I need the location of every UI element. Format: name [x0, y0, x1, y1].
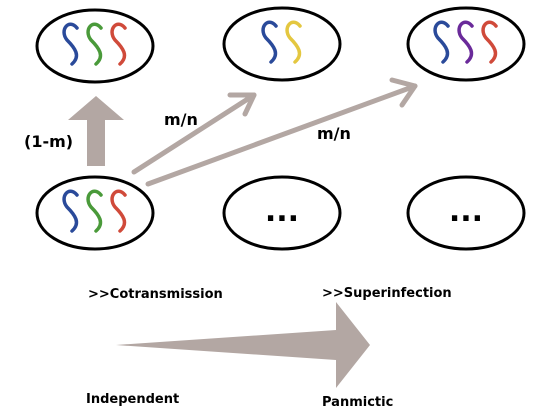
- strain-red: [110, 22, 127, 66]
- strain-red: [110, 189, 127, 233]
- cotransmission-label: >>Cotransmission: [88, 287, 223, 302]
- cell-top-middle: [222, 6, 342, 82]
- superinfection-label: >>Superinfection: [322, 286, 452, 301]
- strain-yellow: [285, 20, 302, 64]
- independent-label: Independent: [86, 392, 179, 407]
- strain-green: [86, 189, 103, 233]
- strain-red: [481, 20, 498, 64]
- cell-outline: [406, 175, 526, 251]
- cell-bottom-left: [35, 175, 155, 251]
- strain-blue: [62, 22, 79, 66]
- strain-purple: [457, 20, 474, 64]
- migration-arrow-to-top-right: [145, 77, 418, 187]
- cell-bottom-middle: ...: [222, 175, 342, 251]
- ellipsis: ...: [265, 194, 299, 229]
- retention-arrow: [68, 96, 124, 166]
- retention-rate-label: (1-m): [24, 132, 73, 151]
- strain-blue: [62, 189, 79, 233]
- migration-arrow-to-top-middle: [131, 92, 257, 175]
- strain-blue: [261, 20, 278, 64]
- ellipsis: ...: [449, 194, 483, 229]
- cell-bottom-right: ...: [406, 175, 526, 251]
- migration-rate-label-1: m/n: [164, 110, 198, 129]
- spectrum-arrow: [116, 302, 370, 388]
- cell-outline: [222, 6, 342, 82]
- strain-green: [86, 22, 103, 66]
- panmictic-label: Panmictic: [322, 395, 393, 410]
- cells-layer: ......: [35, 6, 526, 251]
- cell-top-left: [35, 8, 155, 84]
- strain-blue: [433, 20, 450, 64]
- cell-outline: [222, 175, 342, 251]
- migration-rate-label-2: m/n: [317, 124, 351, 143]
- cell-top-right: [406, 6, 526, 82]
